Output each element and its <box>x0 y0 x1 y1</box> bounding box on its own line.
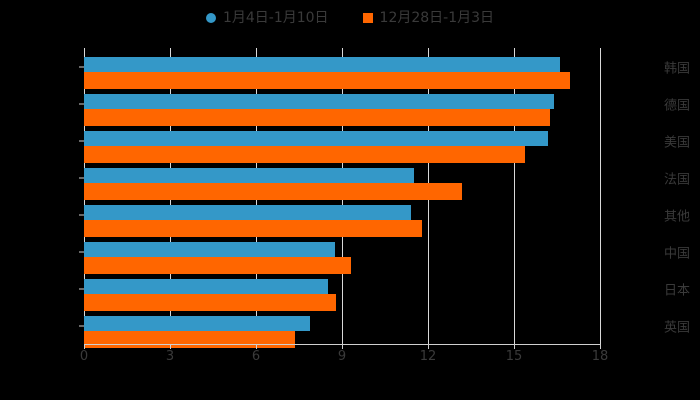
legend-label-series-2: 12月28日-1月3日 <box>379 10 495 26</box>
legend-item-series-2[interactable]: 12月28日-1月3日 <box>362 10 495 26</box>
bar-group <box>84 307 600 348</box>
y-tick-label: 韩国 <box>663 61 690 76</box>
y-tick-label: 英国 <box>663 320 690 335</box>
y-tick-mark <box>79 103 84 104</box>
bar-group <box>84 85 600 126</box>
bar-series-1[interactable] <box>84 94 555 109</box>
y-tick-label: 其他 <box>663 209 690 224</box>
y-tick-mark <box>79 325 84 326</box>
x-tick-label: 18 <box>591 349 609 364</box>
x-gridline <box>514 48 515 344</box>
x-tick-label: 0 <box>79 349 89 364</box>
bar-series-2[interactable] <box>84 220 423 237</box>
bar-series-1[interactable] <box>84 57 560 72</box>
bar-series-2[interactable] <box>84 183 463 200</box>
x-tick-label: 3 <box>165 349 175 364</box>
x-gridline <box>600 48 601 344</box>
y-tick-label: 德国 <box>663 98 690 113</box>
bar-group <box>84 159 600 200</box>
bar-series-2[interactable] <box>84 72 570 89</box>
legend-circle-marker-icon <box>205 13 216 23</box>
y-axis <box>0 48 84 344</box>
x-tick-label: 6 <box>251 349 261 364</box>
x-tick-mark <box>342 344 343 349</box>
x-tick-label: 15 <box>505 349 523 364</box>
legend-square-marker-icon <box>362 13 373 23</box>
y-tick-mark <box>79 66 84 67</box>
plot-area <box>84 48 601 348</box>
bar-series-2[interactable] <box>84 294 337 311</box>
bar-group <box>84 48 600 89</box>
y-tick-label: 美国 <box>663 135 690 150</box>
bar-series-1[interactable] <box>84 242 335 257</box>
bar-group <box>84 270 600 311</box>
bar-group <box>84 196 600 237</box>
y-tick-label: 中国 <box>663 246 690 261</box>
y-tick-label: 法国 <box>663 172 690 187</box>
y-tick-mark <box>79 177 84 178</box>
bar-series-1[interactable] <box>84 205 411 220</box>
x-tick-label: 9 <box>337 349 347 364</box>
bar-series-2[interactable] <box>84 257 351 274</box>
legend-item-series-1[interactable]: 1月4日-1月10日 <box>205 10 329 26</box>
y-tick-label: 日本 <box>663 283 690 298</box>
y-tick-mark <box>79 214 84 215</box>
bar-group <box>84 122 600 163</box>
x-tick-mark <box>256 344 257 349</box>
bar-series-2[interactable] <box>84 146 526 163</box>
bar-series-1[interactable] <box>84 279 328 294</box>
bar-series-1[interactable] <box>84 316 311 331</box>
y-tick-mark <box>79 251 84 252</box>
legend-label-series-1: 1月4日-1月10日 <box>222 10 329 26</box>
bar-series-2[interactable] <box>84 331 295 348</box>
y-tick-mark <box>79 140 84 141</box>
bar-group <box>84 233 600 274</box>
x-tick-mark <box>428 344 429 349</box>
x-tick-mark <box>170 344 171 349</box>
x-tick-mark <box>84 344 85 349</box>
bar-series-1[interactable] <box>84 131 549 146</box>
x-tick-mark <box>514 344 515 349</box>
chart-legend: 1月4日-1月10日 12月28日-1月3日 <box>0 6 700 30</box>
bar-series-2[interactable] <box>84 109 550 126</box>
y-tick-mark <box>79 288 84 289</box>
bar-series-1[interactable] <box>84 168 414 183</box>
x-tick-mark <box>600 344 601 349</box>
x-tick-label: 12 <box>419 349 437 364</box>
